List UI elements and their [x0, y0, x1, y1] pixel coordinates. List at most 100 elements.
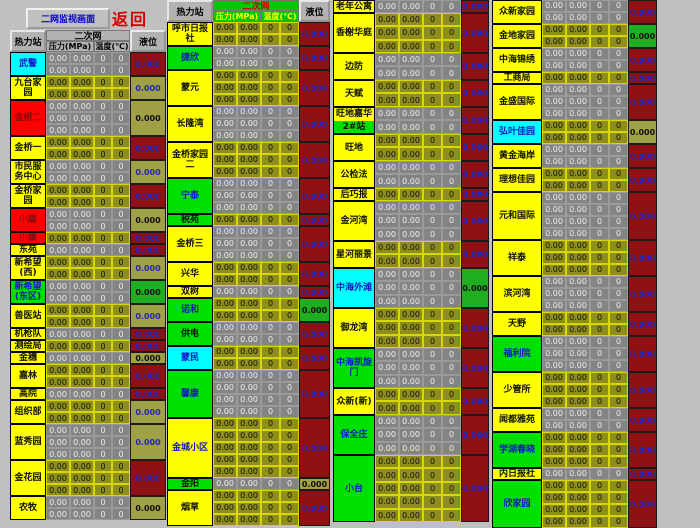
station-label[interactable]: 小康 — [10, 208, 46, 232]
station-label[interactable]: 保全庄 — [333, 415, 375, 455]
station-label[interactable]: 烟草 — [167, 490, 213, 526]
station-label[interactable]: 小台 — [333, 455, 375, 522]
station-label[interactable]: 测绘局 — [10, 340, 46, 352]
pressure-value-cell: 0.00 — [213, 309, 237, 322]
station-label[interactable]: 农牧 — [10, 496, 46, 520]
station-label[interactable]: 公检法 — [333, 161, 375, 188]
data-row: 0.00 0.00 0 0 — [375, 308, 461, 322]
station-label[interactable]: 蒙民 — [167, 346, 213, 370]
station-label[interactable]: 金桥一 — [10, 136, 46, 160]
station-label[interactable]: 众新家园 — [492, 0, 542, 24]
pressure-value-cell: 0.00 — [237, 214, 261, 226]
station-label[interactable]: 星河丽景 — [333, 241, 375, 268]
station-label[interactable]: 宁泰 — [167, 178, 213, 214]
station-label[interactable]: 小康 — [10, 232, 46, 244]
station-label[interactable]: 众新(新) — [333, 388, 375, 415]
station-label[interactable]: 中海外滩 — [333, 268, 375, 308]
station-label[interactable]: 兽医站 — [10, 304, 46, 328]
station-label[interactable]: 九台家园 — [10, 76, 46, 100]
station-label[interactable]: 后巧报 — [333, 188, 375, 201]
temperature-value-cell: 0 — [609, 215, 628, 228]
pressure-value-cell: 0.00 — [542, 323, 566, 336]
station-label[interactable]: 黄金海岸 — [492, 144, 542, 168]
pressure-value-cell: 0.00 — [46, 112, 70, 124]
station-label[interactable]: 金盛国际 — [492, 84, 542, 120]
temperature-value-cell: 0 — [442, 468, 461, 482]
station-label[interactable]: 内日报社 — [492, 468, 542, 480]
station-label[interactable]: 理想佳园 — [492, 168, 542, 192]
data-row: 0.00 0.00 0 0 — [375, 120, 461, 134]
station-label[interactable]: 供电 — [167, 322, 213, 346]
station-label[interactable]: 金花园 — [10, 460, 46, 496]
temperature-value-cell: 0 — [94, 88, 112, 100]
station-label[interactable]: 新希望(东区) — [10, 280, 46, 304]
temperature-value-cell: 0 — [94, 184, 112, 196]
station-label[interactable]: 弘叶佳园 — [492, 120, 542, 144]
station-label[interactable]: 旺地嘉华 2#站 — [333, 107, 375, 134]
station-label[interactable]: 蓝秀园 — [10, 424, 46, 460]
station-label[interactable]: 学湖春晓 — [492, 432, 542, 468]
station-label[interactable]: 呼市日报社 — [167, 22, 213, 46]
return-link[interactable]: 返回 — [112, 10, 149, 29]
station-data-grid: 0.00 0.00 0 0 0.00 0.00 0 0 0.00 0.00 0 0 — [213, 70, 299, 106]
station-label[interactable]: 双树 — [167, 286, 213, 298]
station-label[interactable]: 兴华 — [167, 262, 213, 286]
station-label[interactable]: 组织部 — [10, 400, 46, 424]
data-row: 0.00 0.00 0 0 — [213, 189, 299, 202]
station-label[interactable]: 祥泰 — [492, 240, 542, 276]
station-label[interactable]: 捷欣 — [167, 46, 213, 70]
station-label[interactable]: 旺地 — [333, 134, 375, 161]
station-label[interactable]: 元和国际 — [492, 192, 542, 240]
station-label[interactable]: 御龙湾 — [333, 308, 375, 348]
station-label[interactable]: 诺和 — [167, 298, 213, 322]
station-data-grid: 0.00 0.00 0 0 0.00 0.00 0 0 — [542, 120, 628, 144]
station-label[interactable]: 金桥二 — [10, 100, 46, 136]
station-label[interactable]: 闻都雅苑 — [492, 408, 542, 432]
station-label[interactable]: 少管所 — [492, 372, 542, 408]
station-label[interactable]: 金地家园 — [492, 24, 542, 48]
station-label[interactable]: 机枪队 — [10, 328, 46, 340]
station-label[interactable]: 市民服务中心 — [10, 160, 46, 184]
pressure-value-cell: 0.00 — [213, 81, 237, 94]
temperature-value-cell: 0 — [112, 88, 130, 100]
station-label[interactable]: 滨河湾 — [492, 276, 542, 312]
pressure-value-cell: 0.00 — [70, 316, 94, 328]
station-label[interactable]: 长隆湾 — [167, 106, 213, 142]
station-block: 天赋 0.00 0.00 0 0 0.00 0.00 0 0 0.000 — [333, 80, 489, 107]
station-label[interactable]: 金穗 — [10, 352, 46, 364]
station-label[interactable]: 福利院 — [492, 336, 542, 372]
station-label[interactable]: 天赋 — [333, 80, 375, 107]
station-label[interactable]: 工商局 — [492, 72, 542, 84]
station-label[interactable]: 欣家园 — [492, 480, 542, 528]
level-value-cell: 0.000 — [130, 496, 166, 520]
station-label[interactable]: 金城小区 — [167, 418, 213, 478]
station-label[interactable]: 高院 — [10, 388, 46, 400]
station-label[interactable]: 新希望(西) — [10, 256, 46, 280]
temperature-value-cell: 0 — [442, 66, 461, 80]
secondary-network-monitor-button[interactable]: 二网监视画面 — [26, 8, 110, 29]
temperature-value-cell: 0 — [423, 161, 442, 175]
station-label[interactable]: 蒙元 — [167, 70, 213, 106]
station-label[interactable]: 金桥三 — [167, 226, 213, 262]
pressure-value-cell: 0.00 — [399, 214, 423, 228]
station-label[interactable]: 武警 — [10, 52, 46, 76]
station-label[interactable]: 金桥家园 — [10, 184, 46, 208]
station-label[interactable]: 中海锦绣 — [492, 48, 542, 72]
station-label[interactable]: 金河湾 — [333, 201, 375, 241]
station-label[interactable]: 金阳 — [167, 478, 213, 490]
station-label[interactable]: 中海凯旋门 — [333, 348, 375, 388]
station-label[interactable]: 天野 — [492, 312, 542, 336]
pressure-value-cell: 0.00 — [566, 323, 590, 336]
temperature-value-cell: 0 — [609, 192, 628, 204]
station-label[interactable]: 东苑 — [10, 244, 46, 256]
temperature-value-cell: 0 — [112, 484, 130, 496]
station-label[interactable]: 老年公寓 — [333, 0, 375, 13]
station-label[interactable]: 税苑 — [167, 214, 213, 226]
station-label[interactable]: 馨康 — [167, 370, 213, 418]
station-label[interactable]: 边防 — [333, 53, 375, 80]
station-label[interactable]: 金桥家园二 — [167, 142, 213, 178]
station-label[interactable]: 香榭华庭 — [333, 13, 375, 53]
station-label[interactable]: 嘉林 — [10, 364, 46, 388]
pressure-value-cell: 0.00 — [237, 129, 261, 142]
level-value-cell: 0.000 — [628, 372, 657, 408]
